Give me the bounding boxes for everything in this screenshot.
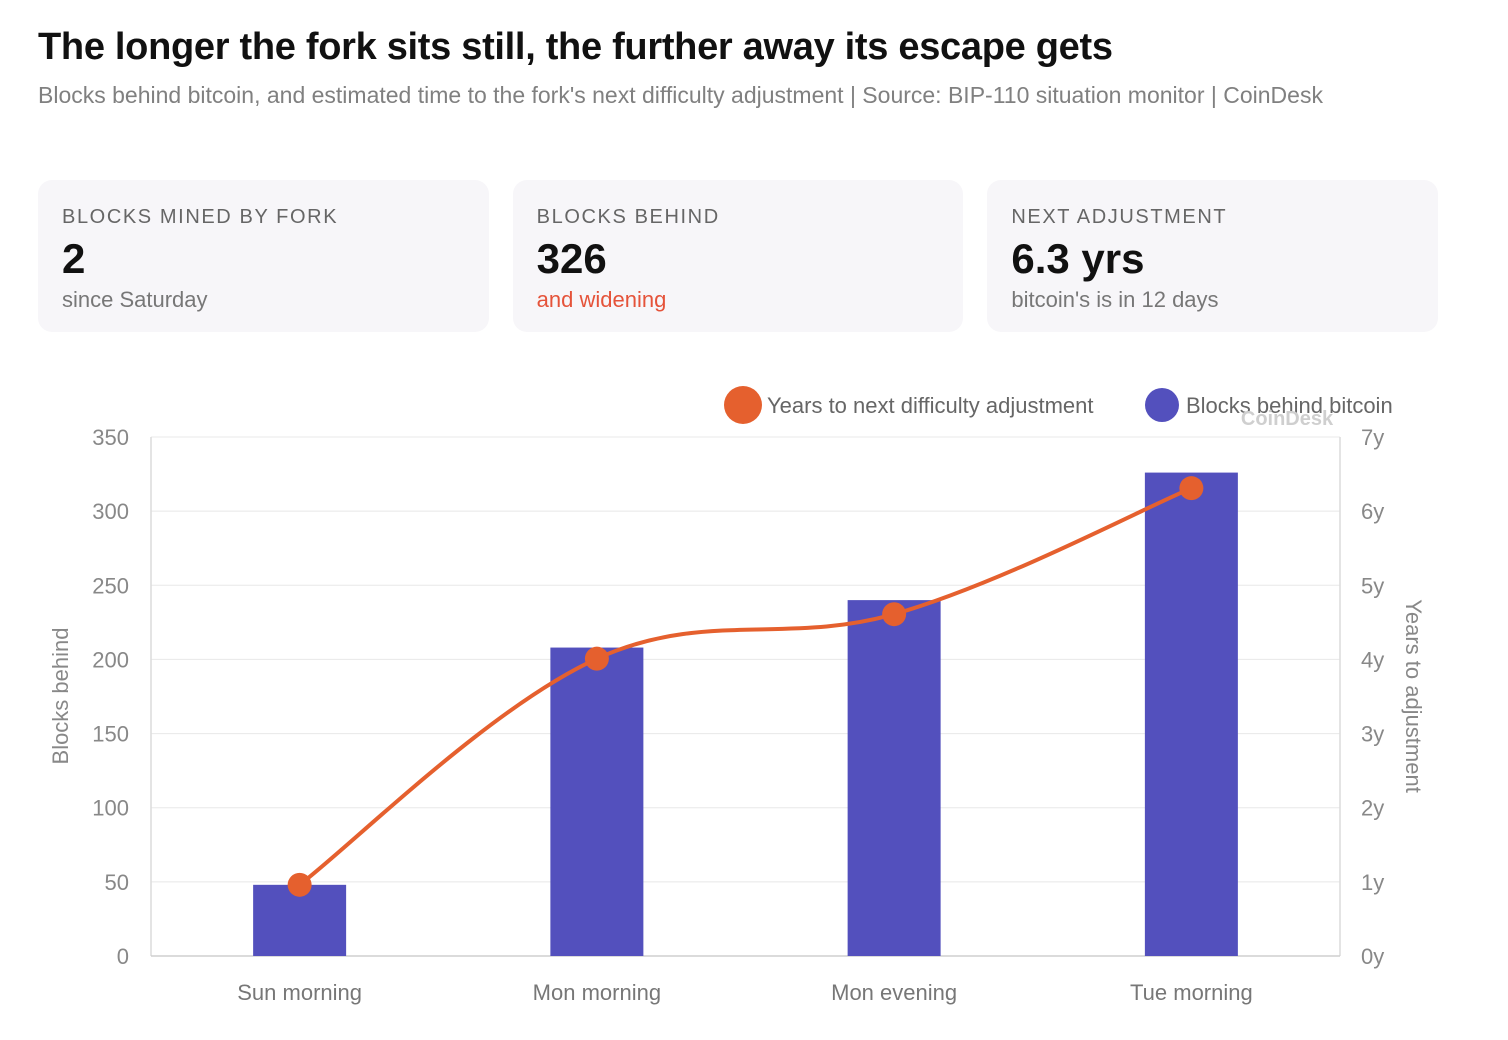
- y-axis-title-right: Years to adjustment: [1401, 599, 1426, 793]
- watermark: CoinDesk: [1241, 408, 1334, 430]
- point-years-to-adjustment[interactable]: [287, 872, 312, 897]
- stat-card-value: 326: [536, 235, 607, 282]
- y-tick-label-right: 2y: [1361, 796, 1384, 821]
- stat-card-note: and widening: [536, 287, 667, 312]
- y-tick-label-right: 7y: [1361, 425, 1384, 450]
- y-tick-label-left: 0: [117, 944, 129, 969]
- stat-card-next-adjustment: NEXT ADJUSTMENT 6.3 yrs bitcoin's is in …: [987, 180, 1439, 332]
- line-years-to-adjustment: [297, 486, 1194, 887]
- point-years-to-adjustment[interactable]: [584, 646, 609, 671]
- legend-swatch-blocks: [1145, 388, 1179, 422]
- y-tick-label-right: 1y: [1361, 870, 1384, 895]
- y-tick-label-left: 50: [105, 870, 129, 895]
- y-tick-label-left: 300: [92, 499, 129, 524]
- bar-blocks-behind[interactable]: [1144, 472, 1238, 956]
- stat-card-value: 6.3 yrs: [1011, 235, 1145, 282]
- line-series: [287, 476, 1204, 897]
- stat-card-value: 2: [62, 235, 86, 282]
- point-years-to-adjustment[interactable]: [1179, 476, 1204, 501]
- stat-card-blocks-behind: BLOCKS BEHIND 326 and widening: [512, 180, 964, 332]
- bar-blocks-behind[interactable]: [550, 647, 644, 956]
- y-tick-label-left: 150: [92, 722, 129, 747]
- point-years-to-adjustment[interactable]: [882, 602, 907, 627]
- y-tick-label-left: 350: [92, 425, 129, 450]
- y-tick-label-left: 200: [92, 647, 129, 672]
- stat-card-note: bitcoin's is in 12 days: [1011, 287, 1219, 312]
- y-tick-label-left: 250: [92, 573, 129, 598]
- axis-labels: 0 0y 50 1y 100 2y 150 3y 200 4y 250 5y 300 6y 350 7y Sun…: [92, 425, 1384, 1005]
- chart-subtitle: Blocks behind bitcoin, and estimated tim…: [38, 82, 1323, 108]
- y-tick-label-right: 6y: [1361, 499, 1384, 524]
- stat-card-label: BLOCKS BEHIND: [536, 206, 720, 228]
- y-axis-title-left: Blocks behind: [48, 628, 73, 765]
- gridlines: [151, 436, 1340, 883]
- stat-cards: BLOCKS MINED BY FORK 2 since Saturday BL…: [38, 180, 1439, 332]
- y-tick-label-right: 0y: [1361, 944, 1384, 969]
- x-tick-label: Tue morning: [1130, 980, 1253, 1005]
- y-tick-label-right: 4y: [1361, 647, 1384, 672]
- legend-label-blocks[interactable]: Blocks behind bitcoin: [1186, 393, 1393, 418]
- legend-swatch-years: [724, 386, 762, 424]
- y-tick-label-right: 3y: [1361, 722, 1384, 747]
- bar-blocks-behind[interactable]: [847, 600, 941, 956]
- x-tick-label: Sun morning: [237, 980, 362, 1005]
- y-tick-label-right: 5y: [1361, 573, 1384, 598]
- stat-card-label: NEXT ADJUSTMENT: [1011, 206, 1228, 228]
- axes: [150, 437, 1341, 957]
- legend-label-years[interactable]: Years to next difficulty adjustment: [767, 393, 1094, 418]
- y-tick-label-left: 100: [92, 796, 129, 821]
- stat-card-note: since Saturday: [62, 287, 208, 312]
- bar-series: [253, 472, 1238, 956]
- stat-card-blocks-mined: BLOCKS MINED BY FORK 2 since Saturday: [38, 180, 489, 332]
- x-tick-label: Mon morning: [533, 980, 661, 1005]
- chart-title: The longer the fork sits still, the furt…: [38, 26, 1113, 68]
- legend: Years to next difficulty adjustment Bloc…: [724, 386, 1393, 424]
- stat-card-label: BLOCKS MINED BY FORK: [62, 206, 339, 228]
- x-tick-label: Mon evening: [831, 980, 957, 1005]
